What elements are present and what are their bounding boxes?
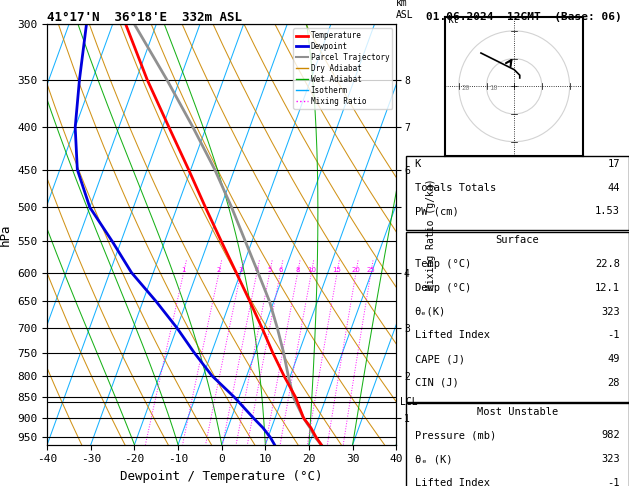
Text: Lifted Index: Lifted Index	[415, 478, 489, 486]
Text: 12.1: 12.1	[595, 283, 620, 293]
Text: θₑ(K): θₑ(K)	[415, 307, 446, 316]
Text: Lifted Index: Lifted Index	[415, 330, 489, 340]
Text: 22.8: 22.8	[595, 259, 620, 269]
Text: 01.06.2024  12GMT  (Base: 06): 01.06.2024 12GMT (Base: 06)	[426, 12, 622, 22]
Text: 10: 10	[307, 267, 316, 273]
Text: Most Unstable: Most Unstable	[477, 407, 558, 417]
Text: Totals Totals: Totals Totals	[415, 183, 496, 192]
Text: Temp (°C): Temp (°C)	[415, 259, 471, 269]
Text: 44: 44	[608, 183, 620, 192]
Bar	[406, 156, 629, 230]
Text: PW (cm): PW (cm)	[415, 207, 459, 216]
Text: Surface: Surface	[496, 235, 539, 245]
Text: 15: 15	[333, 267, 342, 273]
Text: km
ASL: km ASL	[396, 0, 414, 20]
Text: 20: 20	[462, 86, 470, 91]
Text: 28: 28	[608, 378, 620, 388]
Text: 1: 1	[181, 267, 186, 273]
Bar	[406, 232, 629, 402]
Text: 20: 20	[352, 267, 360, 273]
Y-axis label: hPa: hPa	[0, 223, 12, 246]
Text: 1.53: 1.53	[595, 207, 620, 216]
Text: θₑ (K): θₑ (K)	[415, 454, 452, 464]
Text: 6: 6	[278, 267, 282, 273]
Bar	[406, 403, 629, 486]
Text: Dewp (°C): Dewp (°C)	[415, 283, 471, 293]
Text: CAPE (J): CAPE (J)	[415, 354, 465, 364]
Text: LCL: LCL	[401, 397, 418, 407]
Text: K: K	[415, 159, 421, 169]
Text: Pressure (mb): Pressure (mb)	[415, 431, 496, 440]
X-axis label: Dewpoint / Temperature (°C): Dewpoint / Temperature (°C)	[121, 470, 323, 483]
Text: 17: 17	[608, 159, 620, 169]
Text: -1: -1	[608, 330, 620, 340]
Text: 49: 49	[608, 354, 620, 364]
Text: 323: 323	[601, 307, 620, 316]
Text: kt: kt	[448, 15, 459, 25]
Text: -1: -1	[608, 478, 620, 486]
Text: CIN (J): CIN (J)	[415, 378, 459, 388]
Text: 3: 3	[238, 267, 243, 273]
Text: Mixing Ratio (g/kg): Mixing Ratio (g/kg)	[426, 179, 436, 290]
Text: 4: 4	[255, 267, 259, 273]
Text: 5: 5	[267, 267, 272, 273]
Text: 982: 982	[601, 431, 620, 440]
Text: 41°17'N  36°18'E  332m ASL: 41°17'N 36°18'E 332m ASL	[47, 11, 242, 24]
Text: 8: 8	[296, 267, 300, 273]
Legend: Temperature, Dewpoint, Parcel Trajectory, Dry Adiabat, Wet Adiabat, Isotherm, Mi: Temperature, Dewpoint, Parcel Trajectory…	[293, 28, 392, 109]
Text: 323: 323	[601, 454, 620, 464]
Text: 2: 2	[217, 267, 221, 273]
Text: 10: 10	[489, 86, 498, 91]
Text: 25: 25	[367, 267, 376, 273]
